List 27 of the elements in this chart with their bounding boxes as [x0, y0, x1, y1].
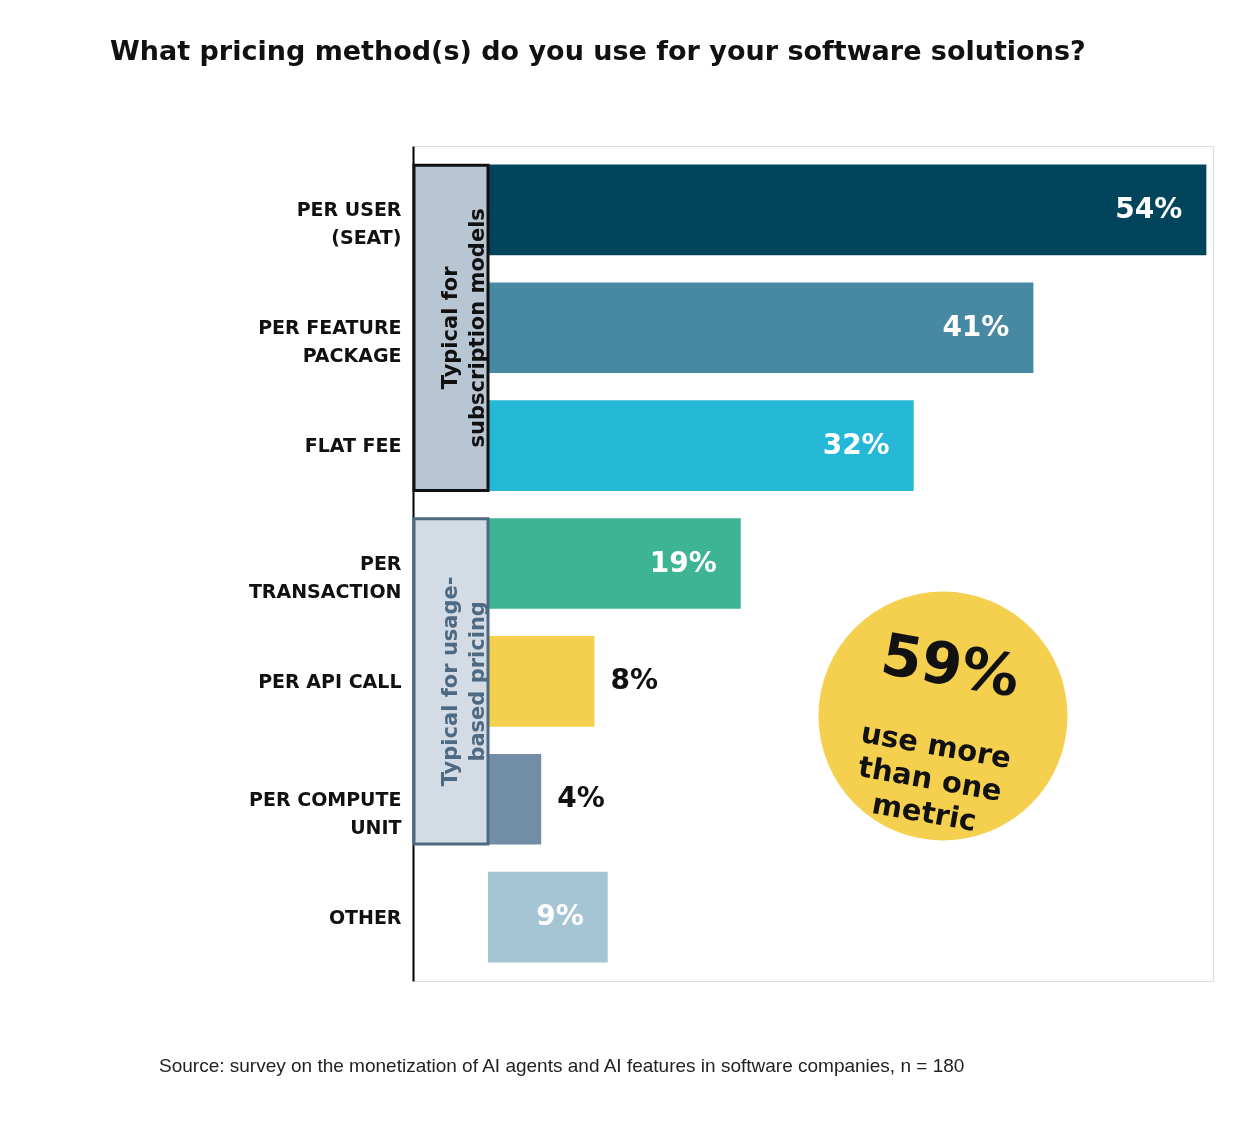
source-note: Source: survey on the monetization of AI agents and AI features in software companies, n = 180: [159, 1055, 965, 1076]
data-label: 19%: [649, 545, 717, 579]
bar: [488, 282, 1034, 374]
data-label: 32%: [822, 427, 890, 461]
y-tick-label: PER COMPUTE UNIT: [249, 787, 402, 838]
y-tick-label: PER TRANSACTION: [248, 552, 402, 602]
y-tick-label: PER FEATURE PACKAGE: [258, 316, 402, 367]
y-tick-label: FLAT FEE: [304, 434, 402, 457]
data-label: 8%: [610, 663, 658, 697]
annotation: Typical for subscription models: [438, 208, 489, 448]
y-tick-label: PER API CALL: [258, 669, 402, 692]
bar: [488, 753, 542, 845]
y-tick-label: PER USER (SEAT): [296, 198, 402, 249]
data-label: 54%: [1115, 191, 1183, 225]
bar: [488, 636, 595, 727]
bar: [488, 400, 914, 491]
bar: [488, 164, 1207, 256]
annotation: use more than one metric: [855, 715, 1014, 838]
data-label: 9%: [536, 899, 584, 933]
annotation: 59%: [876, 619, 1025, 711]
y-tick-label: OTHER: [328, 905, 402, 928]
data-label: 41%: [942, 309, 1010, 343]
bar: [488, 871, 608, 963]
chart-title: What pricing method(s) do you use for your software solutions?: [110, 35, 1086, 66]
bar: [488, 518, 741, 609]
annotation: Typical for usage- based pricing: [438, 576, 489, 787]
data-label: 4%: [557, 781, 605, 815]
